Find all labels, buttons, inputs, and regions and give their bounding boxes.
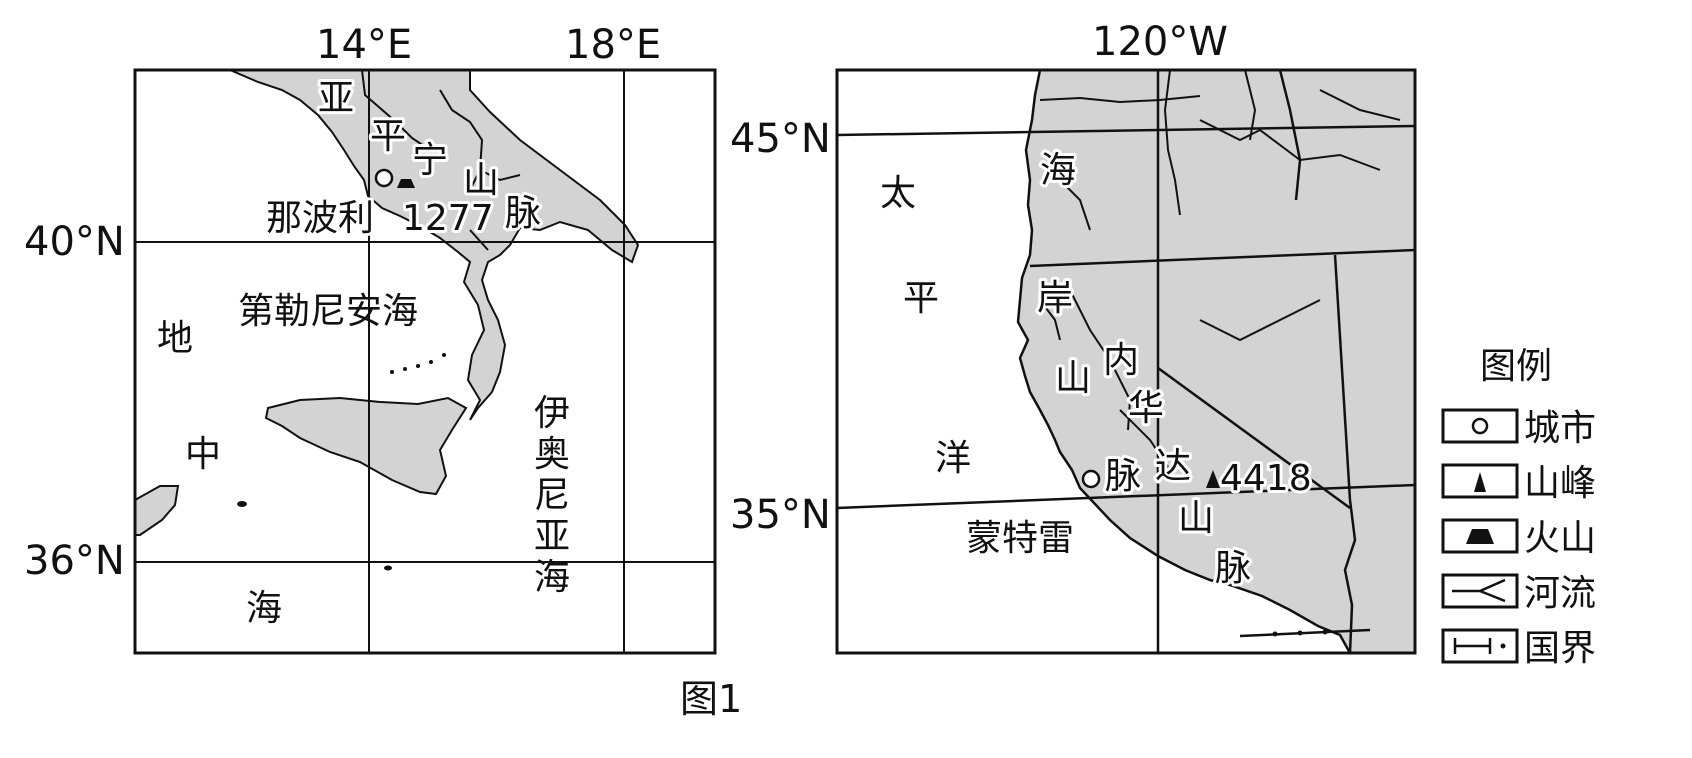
sacramento-river bbox=[1069, 289, 1132, 431]
legend-label-city: 城市 bbox=[1524, 408, 1596, 449]
tyrrhenian-sea-label: 第勒尼安海 bbox=[238, 291, 418, 332]
apennine-label-5: 脉 bbox=[505, 193, 541, 234]
peak-height-label: 4418 bbox=[1220, 458, 1312, 499]
region-border bbox=[469, 229, 489, 251]
mediterranean-label-di: 地 bbox=[157, 318, 193, 359]
river bbox=[1319, 89, 1401, 121]
mediterranean-label-zhong: 中 bbox=[185, 434, 221, 475]
naples-city-icon bbox=[374, 168, 394, 188]
river bbox=[1244, 70, 1257, 141]
legend-item-border: 国界 bbox=[1441, 628, 1596, 669]
state-border-colorado-river bbox=[1343, 499, 1357, 653]
state-border-nevada-utah bbox=[1333, 254, 1352, 501]
pacific-label-1: 太 bbox=[880, 173, 916, 214]
north-america-landmass bbox=[1016, 70, 1415, 653]
river bbox=[1039, 95, 1201, 104]
map-left: 14°E 18°E 40°N 36°N 地 中 海 第勒尼安海 亚 平 宁 山 … bbox=[24, 22, 717, 655]
san-joaquin-river bbox=[1119, 409, 1171, 471]
legend-label-border: 国界 bbox=[1524, 628, 1596, 669]
legend-label-volcano: 火山 bbox=[1524, 518, 1596, 559]
grid-lat-35N bbox=[837, 483, 1415, 510]
national-border bbox=[1239, 628, 1371, 638]
vesuvius-volcano-icon bbox=[397, 179, 415, 188]
river bbox=[1039, 299, 1061, 341]
national-border-ticks bbox=[1272, 629, 1328, 637]
region-border bbox=[361, 70, 431, 151]
figure-caption: 图1 bbox=[680, 677, 742, 721]
monterey-label: 蒙特雷 bbox=[966, 518, 1074, 559]
sicily-landmass bbox=[264, 396, 468, 496]
volcano-height-label: 1277 bbox=[402, 198, 494, 239]
apennine-label-1: 亚 bbox=[318, 78, 354, 119]
legend-title: 图例 bbox=[1480, 346, 1552, 387]
mediterranean-label-hai: 海 bbox=[246, 588, 282, 629]
state-border-oregon-california bbox=[1029, 248, 1415, 268]
pacific-label-2: 平 bbox=[903, 278, 939, 319]
lon-label-18E: 18°E bbox=[565, 22, 661, 68]
right-map-border bbox=[835, 68, 1417, 655]
coast-range-label-2: 岸 bbox=[1037, 278, 1073, 319]
lat-label-45N: 45°N bbox=[730, 116, 831, 162]
sierra-nevada-label-5: 脉 bbox=[1215, 548, 1251, 589]
ionian-sea-label-5: 海 bbox=[534, 557, 570, 598]
legend: 图例 城市 山峰 火山 河流 bbox=[1441, 346, 1596, 669]
legend-item-peak: 山峰 bbox=[1441, 463, 1596, 504]
sierra-nevada-label-3: 达 bbox=[1155, 446, 1191, 487]
apennine-label-4: 山 bbox=[463, 160, 499, 201]
coast-range-label-3: 山 bbox=[1055, 358, 1091, 399]
volcano-icon bbox=[1466, 529, 1494, 544]
aeolian-islands bbox=[390, 353, 446, 374]
apennine-label-2: 平 bbox=[370, 116, 406, 157]
border-icon bbox=[1453, 638, 1506, 654]
coast-range-label-1: 海 bbox=[1040, 150, 1076, 191]
river-icon bbox=[1452, 578, 1506, 603]
whitney-peak-icon bbox=[1206, 470, 1220, 488]
state-border-california-nevada bbox=[1157, 366, 1351, 510]
legend-label-river: 河流 bbox=[1524, 573, 1596, 614]
river bbox=[1059, 179, 1091, 231]
legend-label-peak: 山峰 bbox=[1524, 463, 1596, 504]
coast-range-label-4: 脉 bbox=[1105, 456, 1141, 497]
city-icon bbox=[1471, 417, 1489, 435]
legend-item-volcano: 火山 bbox=[1441, 518, 1596, 559]
sierra-nevada-label-1: 内 bbox=[1103, 340, 1139, 381]
region-border bbox=[439, 89, 484, 191]
pacific-label-3: 洋 bbox=[935, 438, 971, 479]
island-mark bbox=[384, 565, 392, 571]
island-mark bbox=[237, 501, 247, 507]
region-border bbox=[479, 169, 521, 182]
naples-label: 那波利 bbox=[266, 198, 374, 239]
ionian-sea-label-2: 奥 bbox=[534, 434, 570, 475]
legend-item-city: 城市 bbox=[1441, 408, 1596, 449]
river bbox=[1199, 119, 1381, 171]
sierra-nevada-label-2: 华 bbox=[1128, 388, 1164, 429]
ionian-sea-label-1: 伊 bbox=[534, 393, 570, 434]
ionian-sea-label-4: 亚 bbox=[534, 516, 570, 557]
sierra-nevada-label-4: 山 bbox=[1178, 498, 1214, 539]
monterey-city-icon bbox=[1081, 469, 1101, 489]
map-right: 120°W 45°N 35°N 太 平 洋 海 岸 山 脉 内 华 达 山 脉 … bbox=[730, 19, 1417, 655]
lat-label-35N: 35°N bbox=[730, 492, 831, 538]
state-border-north bbox=[837, 124, 1415, 137]
apennine-label-3: 宁 bbox=[412, 140, 448, 181]
river bbox=[1163, 70, 1181, 216]
lat-label-36N: 36°N bbox=[24, 538, 125, 584]
state-border-idaho bbox=[1278, 70, 1302, 201]
peak-icon bbox=[1474, 472, 1486, 492]
ionian-sea-label-3: 尼 bbox=[534, 475, 570, 516]
lon-label-120W: 120°W bbox=[1092, 19, 1228, 65]
legend-item-river: 河流 bbox=[1441, 573, 1596, 614]
left-map-border bbox=[133, 68, 717, 655]
lat-label-40N: 40°N bbox=[24, 219, 125, 265]
lon-label-14E: 14°E bbox=[316, 22, 412, 68]
river bbox=[1199, 299, 1321, 342]
